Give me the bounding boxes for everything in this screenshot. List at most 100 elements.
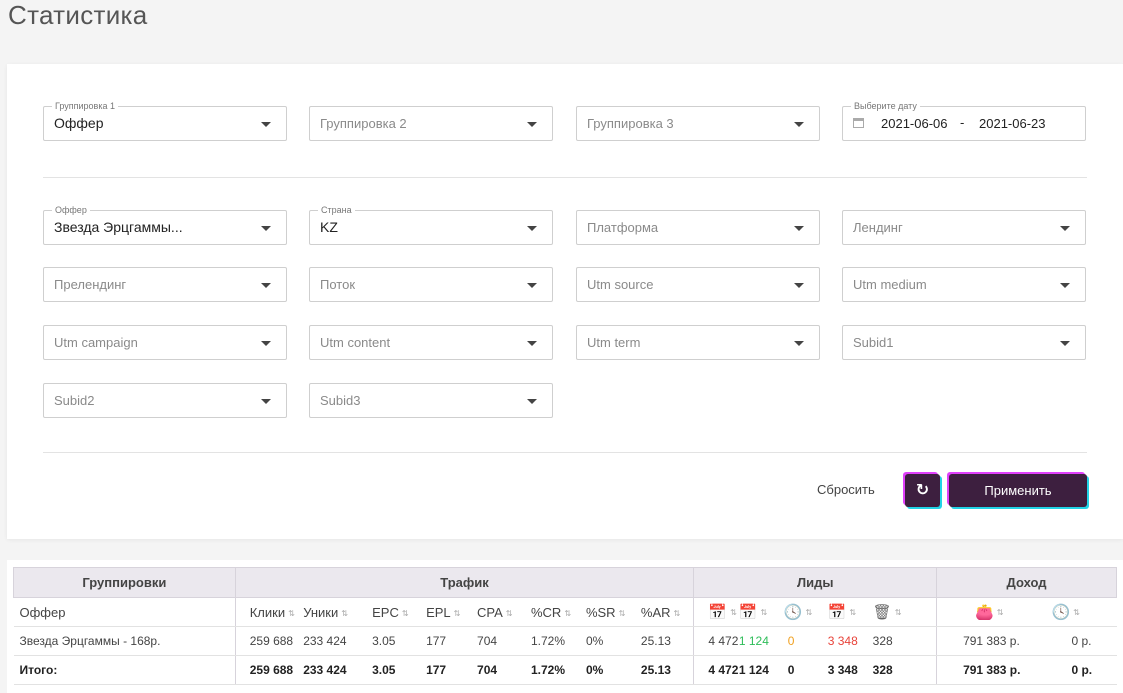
sort-icon[interactable]: ⇅: [760, 607, 768, 617]
clock-icon: 🕓: [783, 604, 803, 621]
filters-card: Группировка 1 Оффер Группировка 2 Группи…: [7, 64, 1123, 539]
landing-select[interactable]: Лендинг: [842, 210, 1086, 245]
prelanding-placeholder: Прелендинг: [54, 277, 127, 292]
stream-placeholder: Поток: [320, 277, 356, 292]
col-income-approved[interactable]: 👛 ⇅: [936, 597, 1052, 627]
col-ar[interactable]: %AR ⇅: [640, 597, 694, 627]
offer-select[interactable]: Оффер Звезда Эрцгаммы...: [43, 204, 287, 245]
date-from[interactable]: 2021-06-06: [881, 116, 948, 131]
cell-uniques: 233 424: [303, 655, 373, 685]
subid3-select[interactable]: Subid3: [309, 383, 553, 418]
utm-medium-select[interactable]: Utm medium: [842, 267, 1086, 302]
group-header-leads: Лиды: [693, 567, 938, 598]
group1-label: Группировка 1: [52, 100, 118, 112]
cell-offer: Итого:: [13, 655, 236, 685]
col-epl[interactable]: EPL ⇅: [426, 597, 478, 627]
col-leads-rejected[interactable]: 📅 ⇅: [827, 597, 873, 627]
platform-select[interactable]: Платформа: [576, 210, 820, 245]
subid1-placeholder: Subid1: [853, 335, 894, 350]
chevron-down-icon: [527, 226, 537, 231]
cell-income-hold: 0 р.: [1051, 655, 1117, 685]
apply-button[interactable]: Применить: [949, 474, 1087, 507]
col-leads-approved[interactable]: 📅 ⇅: [738, 597, 784, 627]
chevron-down-icon: [1060, 283, 1070, 288]
col-offer-label: Оффер: [19, 604, 66, 620]
col-income-hold[interactable]: 🕓 ⇅: [1051, 597, 1117, 627]
col-leads-hold[interactable]: 🕓 ⇅: [783, 597, 828, 627]
col-leads-total[interactable]: 📅 ⇅: [693, 597, 739, 627]
stream-select[interactable]: Поток: [309, 267, 553, 302]
group1-value: Оффер: [54, 115, 104, 131]
sort-icon[interactable]: ⇅: [341, 608, 348, 618]
sort-icon[interactable]: ⇅: [805, 607, 813, 617]
sort-icon[interactable]: ⇅: [564, 608, 572, 618]
sort-icon[interactable]: ⇅: [1073, 607, 1080, 617]
cell-income-approved: 791 383 р.: [936, 655, 1052, 685]
prelanding-select[interactable]: Прелендинг: [43, 267, 287, 302]
date-to[interactable]: 2021-06-23: [979, 116, 1046, 131]
col-uniques[interactable]: Уники ⇅: [303, 597, 373, 627]
cell-cr: 1.72%: [530, 655, 586, 685]
col-epc[interactable]: EPC ⇅: [372, 597, 427, 627]
sort-icon[interactable]: ⇅: [996, 607, 1004, 617]
group2-select[interactable]: Группировка 2: [309, 106, 553, 141]
cell-epl: 177: [426, 655, 478, 685]
sort-icon[interactable]: ⇅: [894, 607, 902, 617]
utm-term-select[interactable]: Utm term: [576, 325, 820, 360]
cell-sr: 0%: [585, 626, 641, 656]
refresh-button[interactable]: ↻: [905, 474, 940, 507]
chevron-down-icon: [794, 341, 804, 346]
group-header-grouping: Группировки: [13, 567, 236, 598]
utm-content-select[interactable]: Utm content: [309, 325, 553, 360]
cell-cpa: 704: [477, 626, 531, 656]
col-leads-trash[interactable]: 🗑 ⇅: [872, 597, 937, 627]
chevron-down-icon: [1060, 226, 1070, 231]
table-total-row: Итого: 259 688 233 424 3.05 177 704 1.72…: [13, 655, 1117, 685]
col-cpa[interactable]: CPA ⇅: [477, 597, 531, 627]
col-cr[interactable]: %CR ⇅: [530, 597, 586, 627]
col-epc-label: EPC: [372, 604, 399, 620]
cell-ar: 25.13: [640, 655, 694, 685]
sort-icon[interactable]: ⇅: [673, 608, 681, 618]
col-sr[interactable]: %SR ⇅: [585, 597, 641, 627]
chevron-down-icon: [527, 122, 537, 127]
refresh-icon: ↻: [915, 482, 930, 499]
group1-select[interactable]: Группировка 1 Оффер: [43, 100, 287, 141]
sort-icon[interactable]: ⇅: [505, 608, 513, 618]
platform-placeholder: Платформа: [587, 220, 659, 235]
reset-button[interactable]: Сбросить: [817, 482, 875, 497]
wallet-icon: 👛: [975, 604, 994, 621]
sort-icon[interactable]: ⇅: [288, 608, 295, 618]
cell-leads-trash: 328: [872, 655, 937, 685]
offer-label: Оффер: [52, 204, 90, 216]
cell-cpa: 704: [477, 655, 531, 685]
cell-leads-approved: 1 124: [738, 655, 784, 685]
cell-leads-total: 4 472: [693, 626, 739, 656]
subid1-select[interactable]: Subid1: [842, 325, 1086, 360]
utm-source-select[interactable]: Utm source: [576, 267, 820, 302]
cell-ar: 25.13: [640, 626, 694, 656]
col-clicks[interactable]: Клики ⇅: [234, 597, 304, 627]
col-cpa-label: CPA: [477, 604, 503, 620]
chevron-down-icon: [527, 399, 537, 404]
sort-icon[interactable]: ⇅: [730, 607, 737, 617]
cell-leads-approved: 1 124: [738, 626, 784, 656]
cell-income-approved: 791 383 р.: [936, 626, 1052, 656]
stats-table: Группировки Трафик Лиды Доход Оффер Клик…: [13, 567, 1117, 685]
utm-campaign-select[interactable]: Utm campaign: [43, 325, 287, 360]
subid2-select[interactable]: Subid2: [43, 383, 287, 418]
sort-icon[interactable]: ⇅: [401, 608, 409, 618]
cell-income-hold: 0 р.: [1051, 626, 1117, 656]
col-epl-label: EPL: [426, 604, 451, 620]
landing-placeholder: Лендинг: [853, 220, 903, 235]
date-separator: -: [960, 115, 965, 130]
cell-leads-rejected: 3 348: [827, 655, 873, 685]
chevron-down-icon: [1060, 341, 1070, 346]
sort-icon[interactable]: ⇅: [618, 608, 626, 618]
group3-select[interactable]: Группировка 3: [576, 106, 820, 141]
sort-icon[interactable]: ⇅: [453, 608, 461, 618]
country-select[interactable]: Страна KZ: [309, 204, 553, 245]
calendar-plus-icon: 📅: [708, 604, 728, 621]
sort-icon[interactable]: ⇅: [849, 607, 857, 617]
date-range-picker[interactable]: Выберите дату 2021-06-06 - 2021-06-23: [842, 100, 1086, 141]
